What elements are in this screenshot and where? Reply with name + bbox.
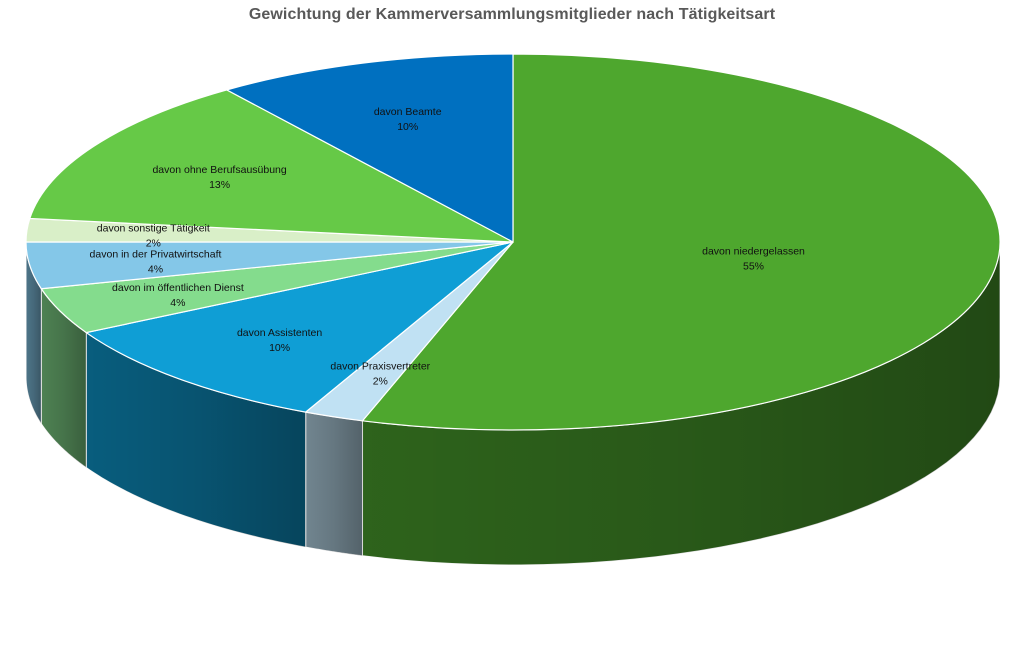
slice-value-davon-sonstige-taetigkeit: 2% [146, 237, 161, 249]
pie-slice-davon-beamte [225, 53, 514, 243]
pie-labels: davon niedergelassen 55% davon Praxisvertr… [90, 106, 805, 388]
slice-label-davon-im-oeffentlichen-dienst: davon im öffentlichen Dienst [112, 282, 244, 294]
slice-label-davon-in-der-privatwirtschaft: davon in der Privatwirtschaft [90, 248, 222, 260]
slice-label-davon-sonstige-taetigkeit: davon sonstige Tätigkeit [97, 222, 210, 234]
slice-value-davon-ohne-berufsausuebung: 13% [209, 179, 230, 191]
slice-label-davon-assistenten: davon Assistenten [237, 327, 322, 339]
slice-value-davon-praxisvertreter: 2% [373, 375, 388, 387]
slice-value-davon-niedergelassen: 55% [743, 261, 764, 273]
slice-value-davon-beamte: 10% [397, 121, 418, 133]
slice-value-davon-assistenten: 10% [269, 342, 290, 354]
pie-side-shading [41, 288, 87, 468]
pie-slice-davon-assistenten [84, 241, 514, 413]
slice-value-davon-im-oeffentlichen-dienst: 4% [170, 297, 185, 309]
pie-sides [25, 241, 1001, 566]
slice-label-davon-beamte: davon Beamte [374, 106, 442, 118]
pie-side-shading [362, 242, 1000, 565]
slice-value-davon-in-der-privatwirtschaft: 4% [148, 263, 163, 275]
pie-side-shading [305, 412, 363, 556]
pie-top [25, 53, 1001, 431]
pie-side-shading [86, 332, 306, 548]
pie-slice-davon-niedergelassen [361, 53, 1001, 431]
pie-side-shading [26, 242, 42, 424]
slice-label-davon-ohne-berufsausuebung: davon ohne Berufsausübung [152, 164, 286, 176]
chart-title: Gewichtung der Kammerversammlungsmitglie… [248, 6, 776, 23]
slice-label-davon-praxisvertreter: davon Praxisvertreter [330, 360, 430, 372]
slice-label-davon-niedergelassen: davon niedergelassen [702, 246, 805, 258]
pie-slice-davon-ohne-berufsausuebung [29, 89, 514, 243]
